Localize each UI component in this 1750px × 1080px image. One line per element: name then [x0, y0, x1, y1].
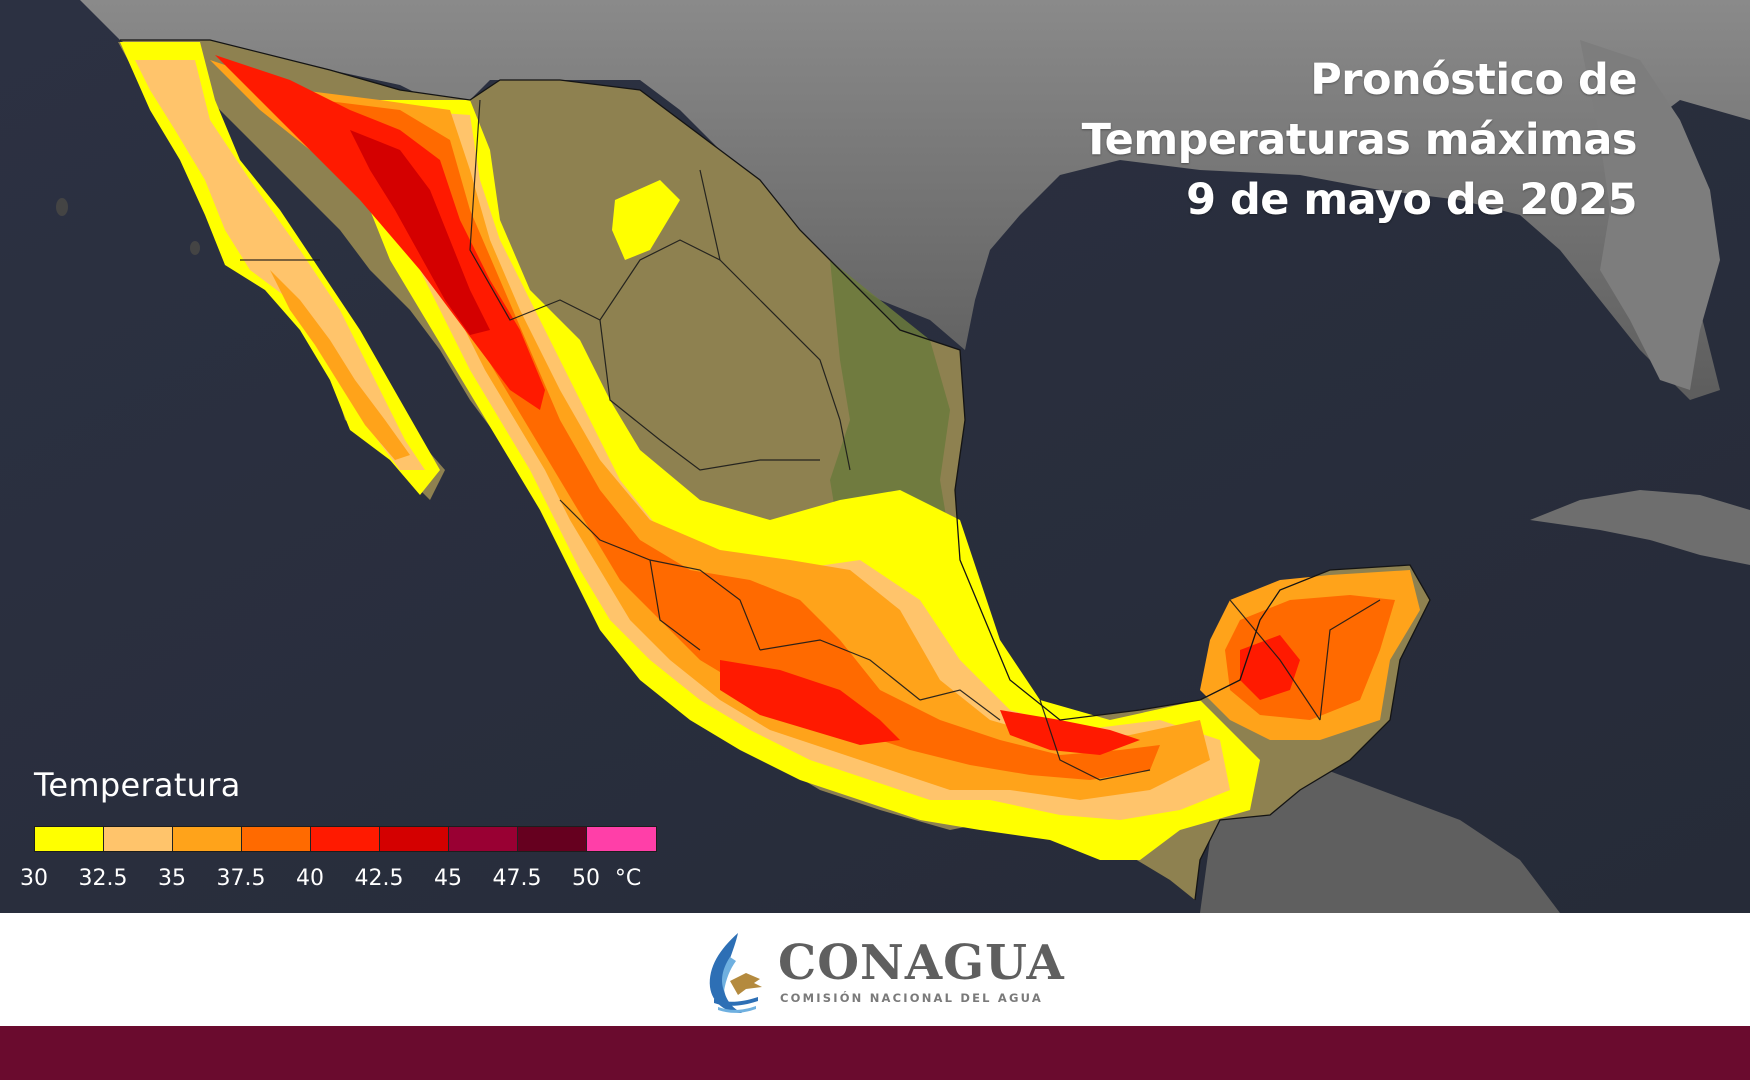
- state-borders: [240, 99, 1381, 781]
- legend-swatch-3: [242, 827, 311, 851]
- island-west: [56, 198, 68, 216]
- title-line-1: Pronóstico de: [1310, 55, 1637, 105]
- temp-yellow-north-patch: [612, 180, 680, 260]
- legend-swatch-4: [311, 827, 380, 851]
- conagua-logo: CONAGUA COMISIÓN NACIONAL DEL AGUA: [700, 929, 1064, 1019]
- legend-tick-3: 37.5: [216, 866, 266, 891]
- eagle-water-icon: [709, 933, 762, 1013]
- legend-tick-8: 50: [572, 866, 600, 891]
- mexico-outline: [120, 39, 1431, 901]
- temp-lightorange-zone: [135, 60, 425, 470]
- legend-tick-2: 35: [158, 866, 186, 891]
- legend-tick-7: 47.5: [492, 866, 542, 891]
- legend-tick-0: 30: [20, 866, 48, 891]
- temp-red-guerrero: [720, 660, 900, 745]
- temp-red-tabasco: [1000, 710, 1140, 755]
- temperature-map: [0, 0, 1750, 913]
- legend-swatch-7: [518, 827, 587, 851]
- footer: CONAGUA COMISIÓN NACIONAL DEL AGUA: [0, 913, 1750, 1026]
- legend-tick-1: 32.5: [78, 866, 128, 891]
- legend-color-bar: [34, 826, 657, 852]
- legend-swatch-2: [173, 827, 242, 851]
- legend-swatch-5: [380, 827, 449, 851]
- temp-red-yucatan: [1240, 635, 1300, 700]
- legend-tick-5: 42.5: [354, 866, 404, 891]
- legend-tick-labels: 30 32.5 35 37.5 40 42.5 45 47.5 50 °C: [14, 866, 664, 896]
- map-panel: Pronóstico de Temperaturas máximas 9 de …: [0, 0, 1750, 913]
- legend-swatch-1: [104, 827, 173, 851]
- map-title: Pronóstico de Temperaturas máximas 9 de …: [1081, 50, 1638, 230]
- island-cedros: [190, 241, 200, 255]
- legend-swatch-8: [587, 827, 656, 851]
- legend-tick-6: 45: [434, 866, 462, 891]
- temp-orange-baja: [270, 270, 410, 460]
- legend-unit: °C: [614, 866, 642, 891]
- cuba-land: [1530, 490, 1750, 565]
- title-line-2: Temperaturas máximas: [1081, 115, 1638, 165]
- legend-tick-4: 40: [296, 866, 324, 891]
- legend-title: Temperatura: [34, 766, 241, 804]
- legend-swatch-0: [35, 827, 104, 851]
- logo-name: CONAGUA: [778, 935, 1065, 991]
- temp-darkred-sonora: [350, 130, 490, 335]
- florida-land: [1580, 40, 1720, 390]
- logo-subtitle: COMISIÓN NACIONAL DEL AGUA: [780, 991, 1043, 1005]
- footer-color-bar: [0, 1026, 1750, 1080]
- title-line-3: 9 de mayo de 2025: [1186, 175, 1637, 225]
- legend-swatch-6: [449, 827, 518, 851]
- usa-land: [80, 0, 1750, 400]
- temperature-legend: Temperatura 30 32.5 35 37.5 40 42.5 45 47.5 50 °C: [14, 766, 664, 906]
